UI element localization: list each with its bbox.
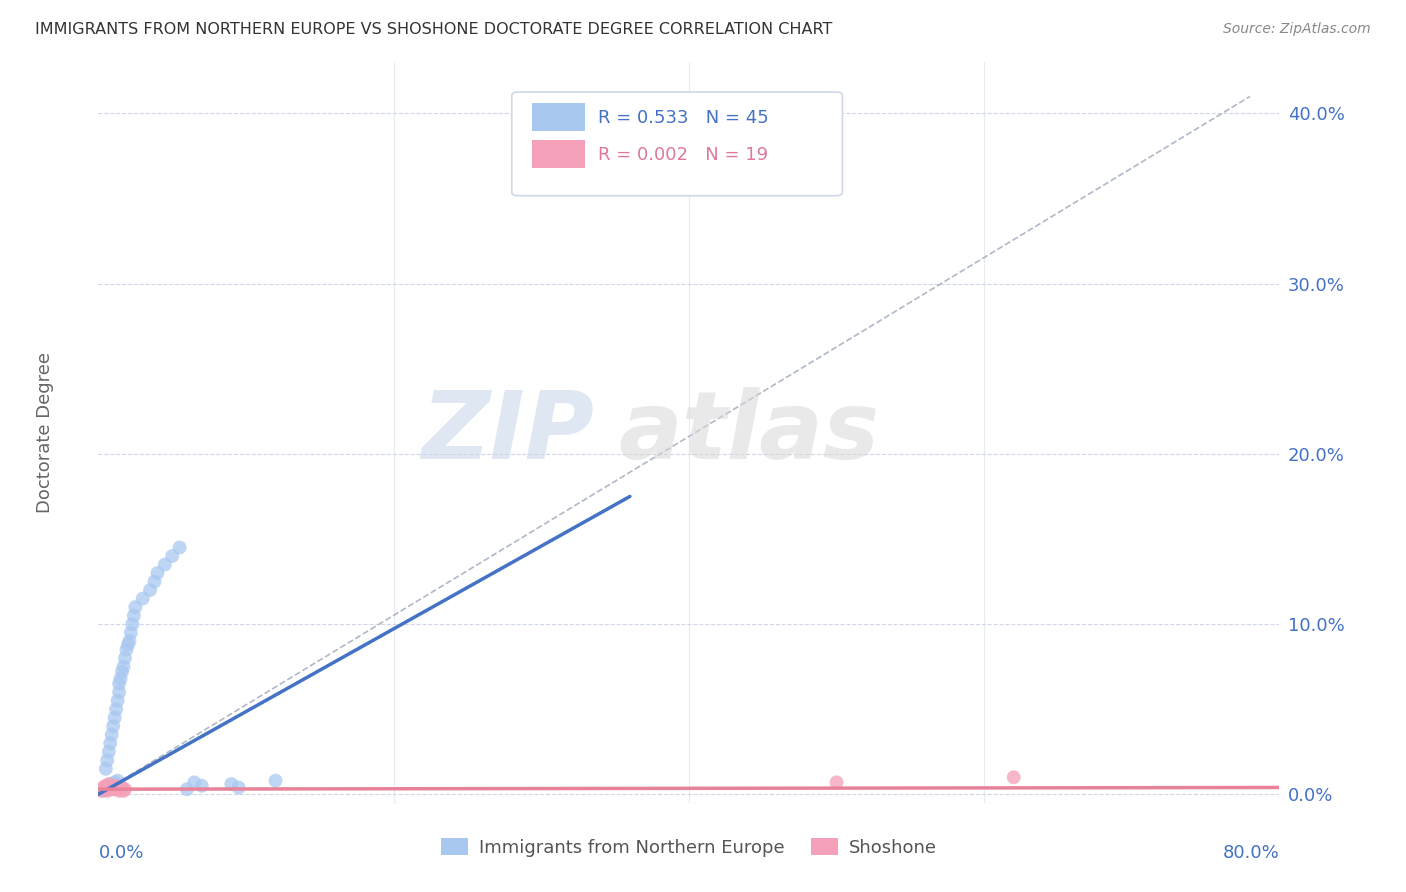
Point — [120, 625, 142, 640]
Point — [118, 634, 141, 648]
FancyBboxPatch shape — [512, 92, 842, 195]
Point — [139, 582, 162, 597]
Legend: Immigrants from Northern Europe, Shoshone: Immigrants from Northern Europe, Shoshon… — [433, 830, 945, 864]
Point — [93, 782, 115, 797]
Point — [110, 672, 132, 686]
Point — [103, 782, 125, 797]
Point — [96, 784, 118, 798]
Point — [97, 777, 120, 791]
Point — [103, 719, 125, 733]
Text: 0.0%: 0.0% — [98, 844, 143, 862]
Point — [107, 773, 129, 788]
Point — [115, 642, 138, 657]
Point — [264, 773, 287, 788]
Text: Doctorate Degree: Doctorate Degree — [37, 352, 55, 513]
Point — [98, 782, 121, 797]
Point — [112, 659, 135, 673]
Point — [176, 782, 198, 797]
Point — [112, 784, 135, 798]
Point — [105, 782, 128, 797]
Point — [94, 762, 117, 776]
Point — [96, 782, 118, 797]
Text: IMMIGRANTS FROM NORTHERN EUROPE VS SHOSHONE DOCTORATE DEGREE CORRELATION CHART: IMMIGRANTS FROM NORTHERN EUROPE VS SHOSH… — [35, 22, 832, 37]
Point — [111, 780, 134, 795]
Point — [104, 775, 127, 789]
Point — [221, 777, 243, 791]
Point — [97, 745, 120, 759]
Point — [162, 549, 183, 563]
Text: atlas: atlas — [619, 386, 879, 479]
Point — [100, 777, 122, 791]
Point — [91, 780, 114, 795]
Point — [153, 558, 176, 572]
Point — [108, 676, 131, 690]
Bar — [531, 103, 585, 131]
Text: Source: ZipAtlas.com: Source: ZipAtlas.com — [1223, 22, 1371, 37]
Point — [110, 782, 132, 797]
Point — [146, 566, 169, 580]
Point — [94, 780, 117, 795]
Point — [94, 779, 117, 793]
Text: 80.0%: 80.0% — [1223, 844, 1279, 862]
Point — [111, 665, 134, 679]
Point — [103, 780, 125, 795]
Point — [108, 784, 131, 798]
Point — [105, 779, 128, 793]
Point — [1002, 770, 1025, 784]
Point — [228, 780, 250, 795]
Point — [100, 780, 122, 795]
Text: R = 0.533   N = 45: R = 0.533 N = 45 — [598, 109, 769, 127]
Point — [104, 711, 127, 725]
Point — [183, 775, 205, 789]
Point — [169, 541, 191, 555]
Point — [108, 685, 131, 699]
Point — [132, 591, 155, 606]
Point — [124, 600, 146, 615]
Point — [191, 779, 214, 793]
Bar — [531, 140, 585, 169]
Point — [104, 779, 127, 793]
Text: ZIP: ZIP — [422, 386, 595, 479]
Point — [114, 782, 136, 797]
Point — [107, 780, 129, 795]
Point — [90, 784, 112, 798]
Point — [117, 638, 139, 652]
Point — [97, 779, 120, 793]
Point — [114, 651, 136, 665]
Point — [91, 784, 114, 798]
Point — [98, 782, 121, 797]
Point — [100, 728, 122, 742]
Point — [98, 736, 121, 750]
Point — [96, 753, 118, 767]
Point — [121, 617, 143, 632]
Text: R = 0.002   N = 19: R = 0.002 N = 19 — [598, 146, 768, 164]
Point — [105, 702, 128, 716]
Point — [122, 608, 145, 623]
Point — [143, 574, 166, 589]
Point — [107, 694, 129, 708]
Point — [825, 775, 848, 789]
